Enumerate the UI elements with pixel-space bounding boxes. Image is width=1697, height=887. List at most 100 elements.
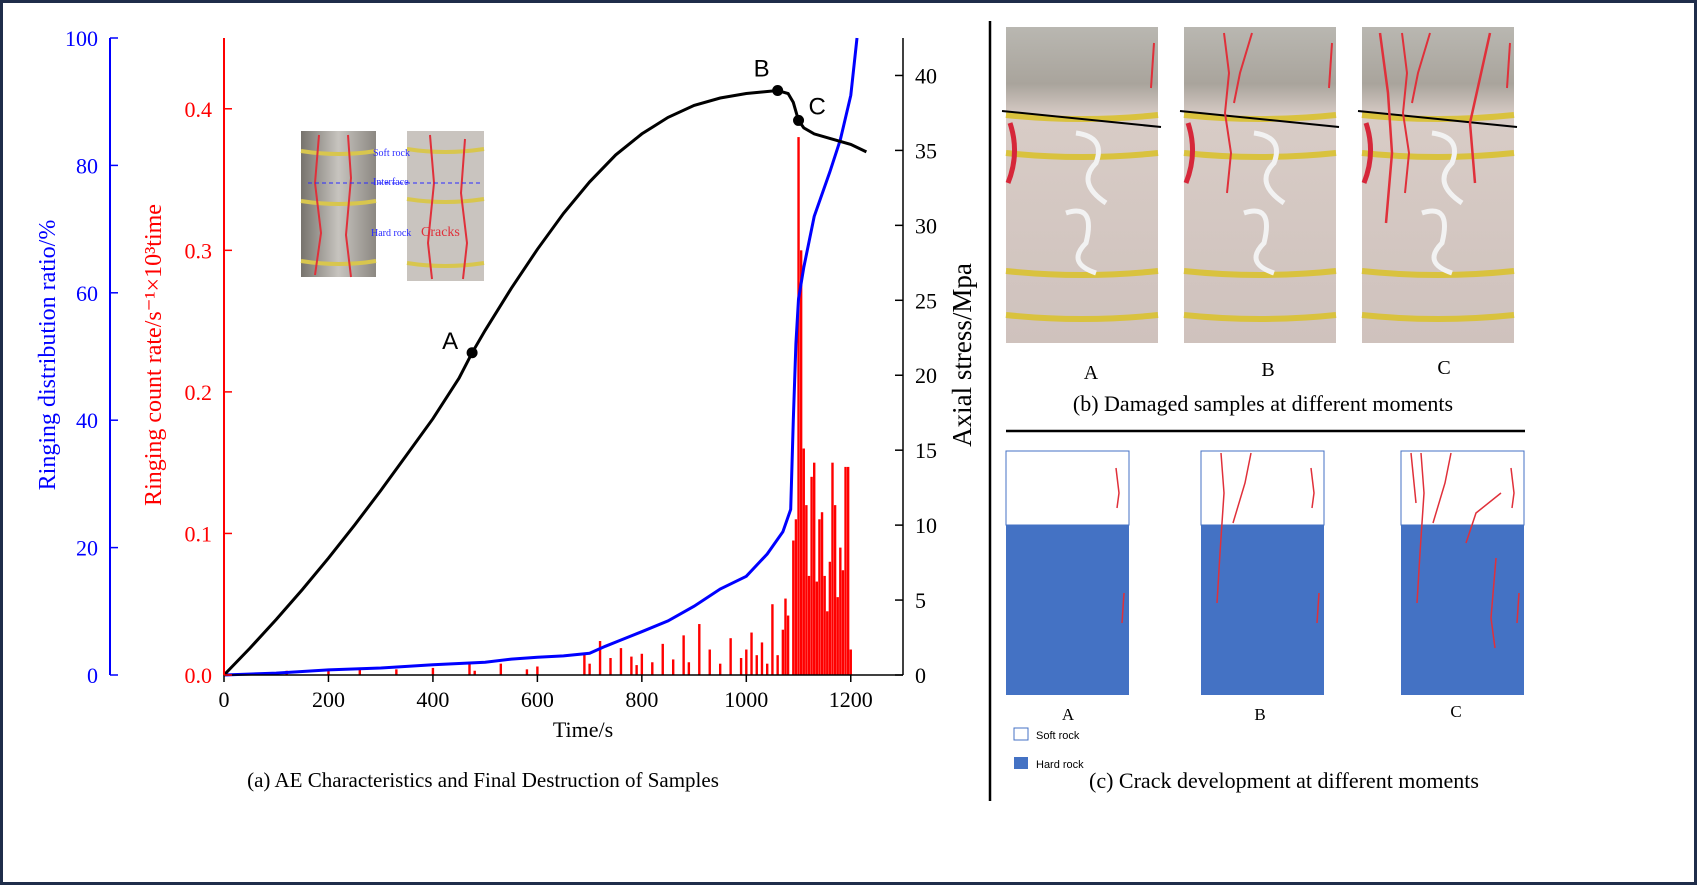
x-tick-label: 800 [625, 687, 658, 712]
rate-bar [846, 466, 850, 675]
rate-bar [828, 561, 832, 675]
ringing-ratio-line [223, 37, 859, 677]
rate-bar [358, 669, 361, 675]
failed-samples-inset: Soft rock Interface Hard rock Cracks [300, 131, 485, 281]
rate-bar [630, 656, 633, 675]
crack-diagram [1005, 450, 1130, 695]
x-tick-label: 1000 [724, 687, 768, 712]
x-tick-label: 400 [416, 687, 449, 712]
photo-label-a: A [1084, 362, 1099, 384]
rate-bar [499, 663, 503, 675]
crack-diagram [1400, 450, 1525, 695]
rate-bar [698, 624, 701, 675]
ratio-tick-label: 100 [65, 26, 98, 51]
rate-bar [799, 250, 803, 676]
rate-bar [766, 663, 769, 675]
stress-tick-label: 40 [915, 63, 937, 88]
rate-bar [784, 598, 787, 675]
rate-bar [831, 462, 834, 675]
rate-bar [327, 669, 330, 675]
diagram-label-b: B [1254, 705, 1265, 724]
rate-bar [687, 662, 691, 675]
rate-bar [797, 137, 800, 676]
crack-diagram [1200, 450, 1325, 695]
rate-bar [583, 653, 586, 675]
rate-bar [849, 649, 852, 675]
rate-bar [786, 615, 790, 675]
ratio-tick-label: 20 [76, 536, 98, 561]
photo-body [1184, 27, 1336, 343]
stress-tick-label: 30 [915, 213, 937, 238]
rate-bar [776, 655, 779, 675]
rate-bar [619, 648, 623, 675]
legend-hard-swatch [1014, 757, 1028, 769]
interface-line [1357, 110, 1518, 128]
inset-soft-label: Soft rock [373, 148, 410, 159]
panel-a-caption: (a) AE Characteristics and Final Destruc… [247, 768, 719, 792]
rate-bar [833, 505, 837, 675]
stress-marker-label: A [442, 328, 458, 355]
rate-bar [802, 448, 805, 675]
stress-tick-label: 10 [915, 513, 937, 538]
inset-hard-label: Hard rock [371, 228, 411, 239]
rate-bar [794, 519, 798, 675]
x-axis-label: Time/s [553, 717, 613, 742]
rate-bar [651, 662, 654, 675]
panel-b-caption: (b) Damaged samples at different moments [1073, 391, 1453, 416]
rate-bar [836, 597, 839, 675]
rate-bar [525, 669, 529, 675]
rate-bar [818, 519, 821, 675]
rate-bar [468, 662, 471, 675]
stress-marker [793, 114, 805, 126]
stress-tick-label: 25 [915, 288, 937, 313]
sample-photo [1001, 27, 1162, 343]
crack-diagrams [1005, 450, 1525, 695]
ratio-tick-label: 0 [87, 663, 98, 688]
stress-marker-label: B [754, 55, 770, 82]
interface-line [1001, 110, 1162, 128]
rate-bar [841, 570, 845, 675]
rate-bar [810, 476, 813, 675]
rate-bar [792, 540, 795, 675]
rate-bar [729, 638, 732, 675]
rate-bar [815, 581, 819, 675]
damaged-sample-photos [1001, 27, 1518, 343]
rate-bar [431, 667, 435, 675]
rate-bar [807, 575, 811, 675]
rate-bar [708, 649, 711, 675]
x-tick-label: 0 [219, 687, 230, 712]
rate-bar [536, 666, 539, 675]
diagram-label-a: A [1062, 705, 1075, 724]
rate-bar [826, 611, 829, 675]
rate-axis-label: Ringing count rate/s⁻¹×10³time [141, 204, 167, 506]
rate-bar [820, 512, 824, 675]
rate-bar [661, 643, 664, 675]
stress-tick-label: 20 [915, 363, 937, 388]
rate-bar [718, 663, 722, 675]
stress-marker [772, 84, 784, 96]
stress-marker [466, 347, 478, 359]
stress-axis-label: Axial stress/Mpa [947, 263, 977, 447]
x-ticks: 0 200 400 600 800 1000 1200 [219, 675, 873, 712]
ratio-ticks: 0 20 40 60 80 100 [65, 26, 118, 688]
rate-bar [609, 658, 612, 675]
stress-markers: A B C [442, 55, 826, 359]
rate-tick-label: 0.4 [185, 97, 213, 122]
ratio-tick-label: 80 [76, 153, 98, 178]
rate-bar [671, 659, 675, 675]
sample-photo [1357, 27, 1518, 343]
rock-legend: Soft rock Hard rock [1013, 727, 1084, 771]
rate-ticks: 0.0 0.1 0.2 0.3 0.4 [185, 97, 232, 688]
ratio-axis-label: Ringing distribution ratio/% [35, 220, 61, 491]
hard-rock-layer [1401, 525, 1524, 695]
hard-rock-layer [1201, 525, 1324, 695]
rate-bar [813, 462, 816, 675]
stress-tick-label: 15 [915, 438, 937, 463]
rate-bar [682, 635, 685, 675]
soft-rock-layer [1005, 450, 1130, 526]
rate-bar [844, 466, 847, 675]
rate-bar [395, 669, 398, 675]
stress-tick-label: 35 [915, 138, 937, 163]
